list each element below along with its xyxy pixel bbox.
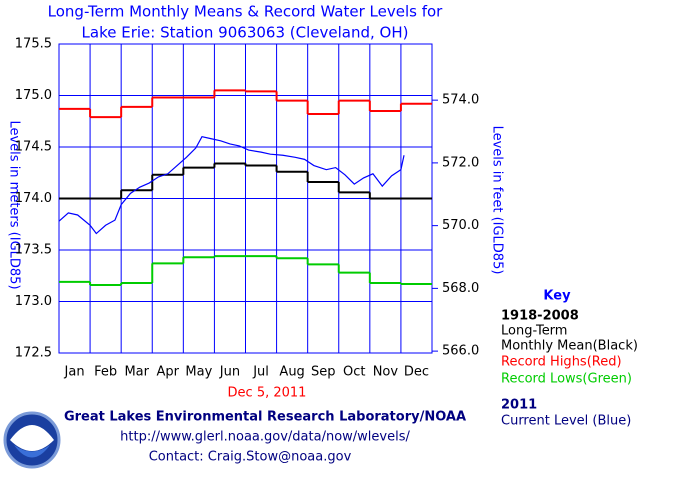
x-tick-label: Jun xyxy=(219,365,240,380)
y2-tick-label: 568.0 xyxy=(442,281,479,296)
y2-tick-label: 572.0 xyxy=(442,155,479,170)
y2-tick-label: 574.0 xyxy=(442,93,479,108)
x-tick-label: Oct xyxy=(343,365,365,380)
x-tick-label: Nov xyxy=(373,365,399,380)
date: Dec 5, 2011 xyxy=(228,386,307,401)
series-line xyxy=(58,136,405,235)
y-tick-label: 173.0 xyxy=(15,294,52,309)
x-tick-label: Feb xyxy=(94,365,117,380)
y-axis-label: Levels in meters (IGLD85) xyxy=(7,120,22,289)
y-tick-label: 172.5 xyxy=(15,346,52,361)
y2-tick-label: 570.0 xyxy=(442,218,479,233)
legend-entry: Current Level (Blue) xyxy=(501,414,631,429)
footer-org: Great Lakes Environmental Research Labor… xyxy=(64,410,466,425)
y2-axis-label: Levels in feet (IGLD85) xyxy=(490,126,505,275)
key-title: Key xyxy=(543,289,571,304)
key-period: 1918-2008 xyxy=(501,309,579,324)
y-tick-label: 175.5 xyxy=(15,37,52,52)
legend-entry: Record Highs(Red) xyxy=(501,355,622,370)
chart-title: Long-Term Monthly Means & Record Water L… xyxy=(48,3,444,21)
legend-entry: Record Lows(Green) xyxy=(501,372,632,387)
key-text: Long-Term xyxy=(501,324,567,339)
key-year: 2011 xyxy=(501,398,537,413)
legend-entry: Monthly Mean(Black) xyxy=(501,339,638,354)
footer-url: http://www.glerl.noaa.gov/data/now/wleve… xyxy=(120,430,410,445)
chart-title: Lake Erie: Station 9063063 (Cleveland, O… xyxy=(82,24,409,42)
x-tick-label: Aug xyxy=(279,365,304,380)
y2-tick-label: 566.0 xyxy=(442,344,479,359)
x-tick-label: May xyxy=(185,365,212,380)
footer-contact: Contact: Craig.Stow@noaa.gov xyxy=(149,450,352,465)
y-tick-label: 175.0 xyxy=(15,88,52,103)
x-tick-label: Jul xyxy=(252,365,269,380)
y-tick-label: 174.5 xyxy=(15,140,52,155)
x-tick-label: Mar xyxy=(124,365,149,380)
x-tick-label: Apr xyxy=(157,365,180,380)
x-tick-label: Dec xyxy=(404,365,429,380)
y-tick-label: 173.5 xyxy=(15,243,52,258)
noaa-logo xyxy=(3,411,61,469)
y-tick-label: 174.0 xyxy=(15,191,52,206)
x-tick-label: Jan xyxy=(64,365,85,380)
x-tick-label: Sep xyxy=(311,365,336,380)
